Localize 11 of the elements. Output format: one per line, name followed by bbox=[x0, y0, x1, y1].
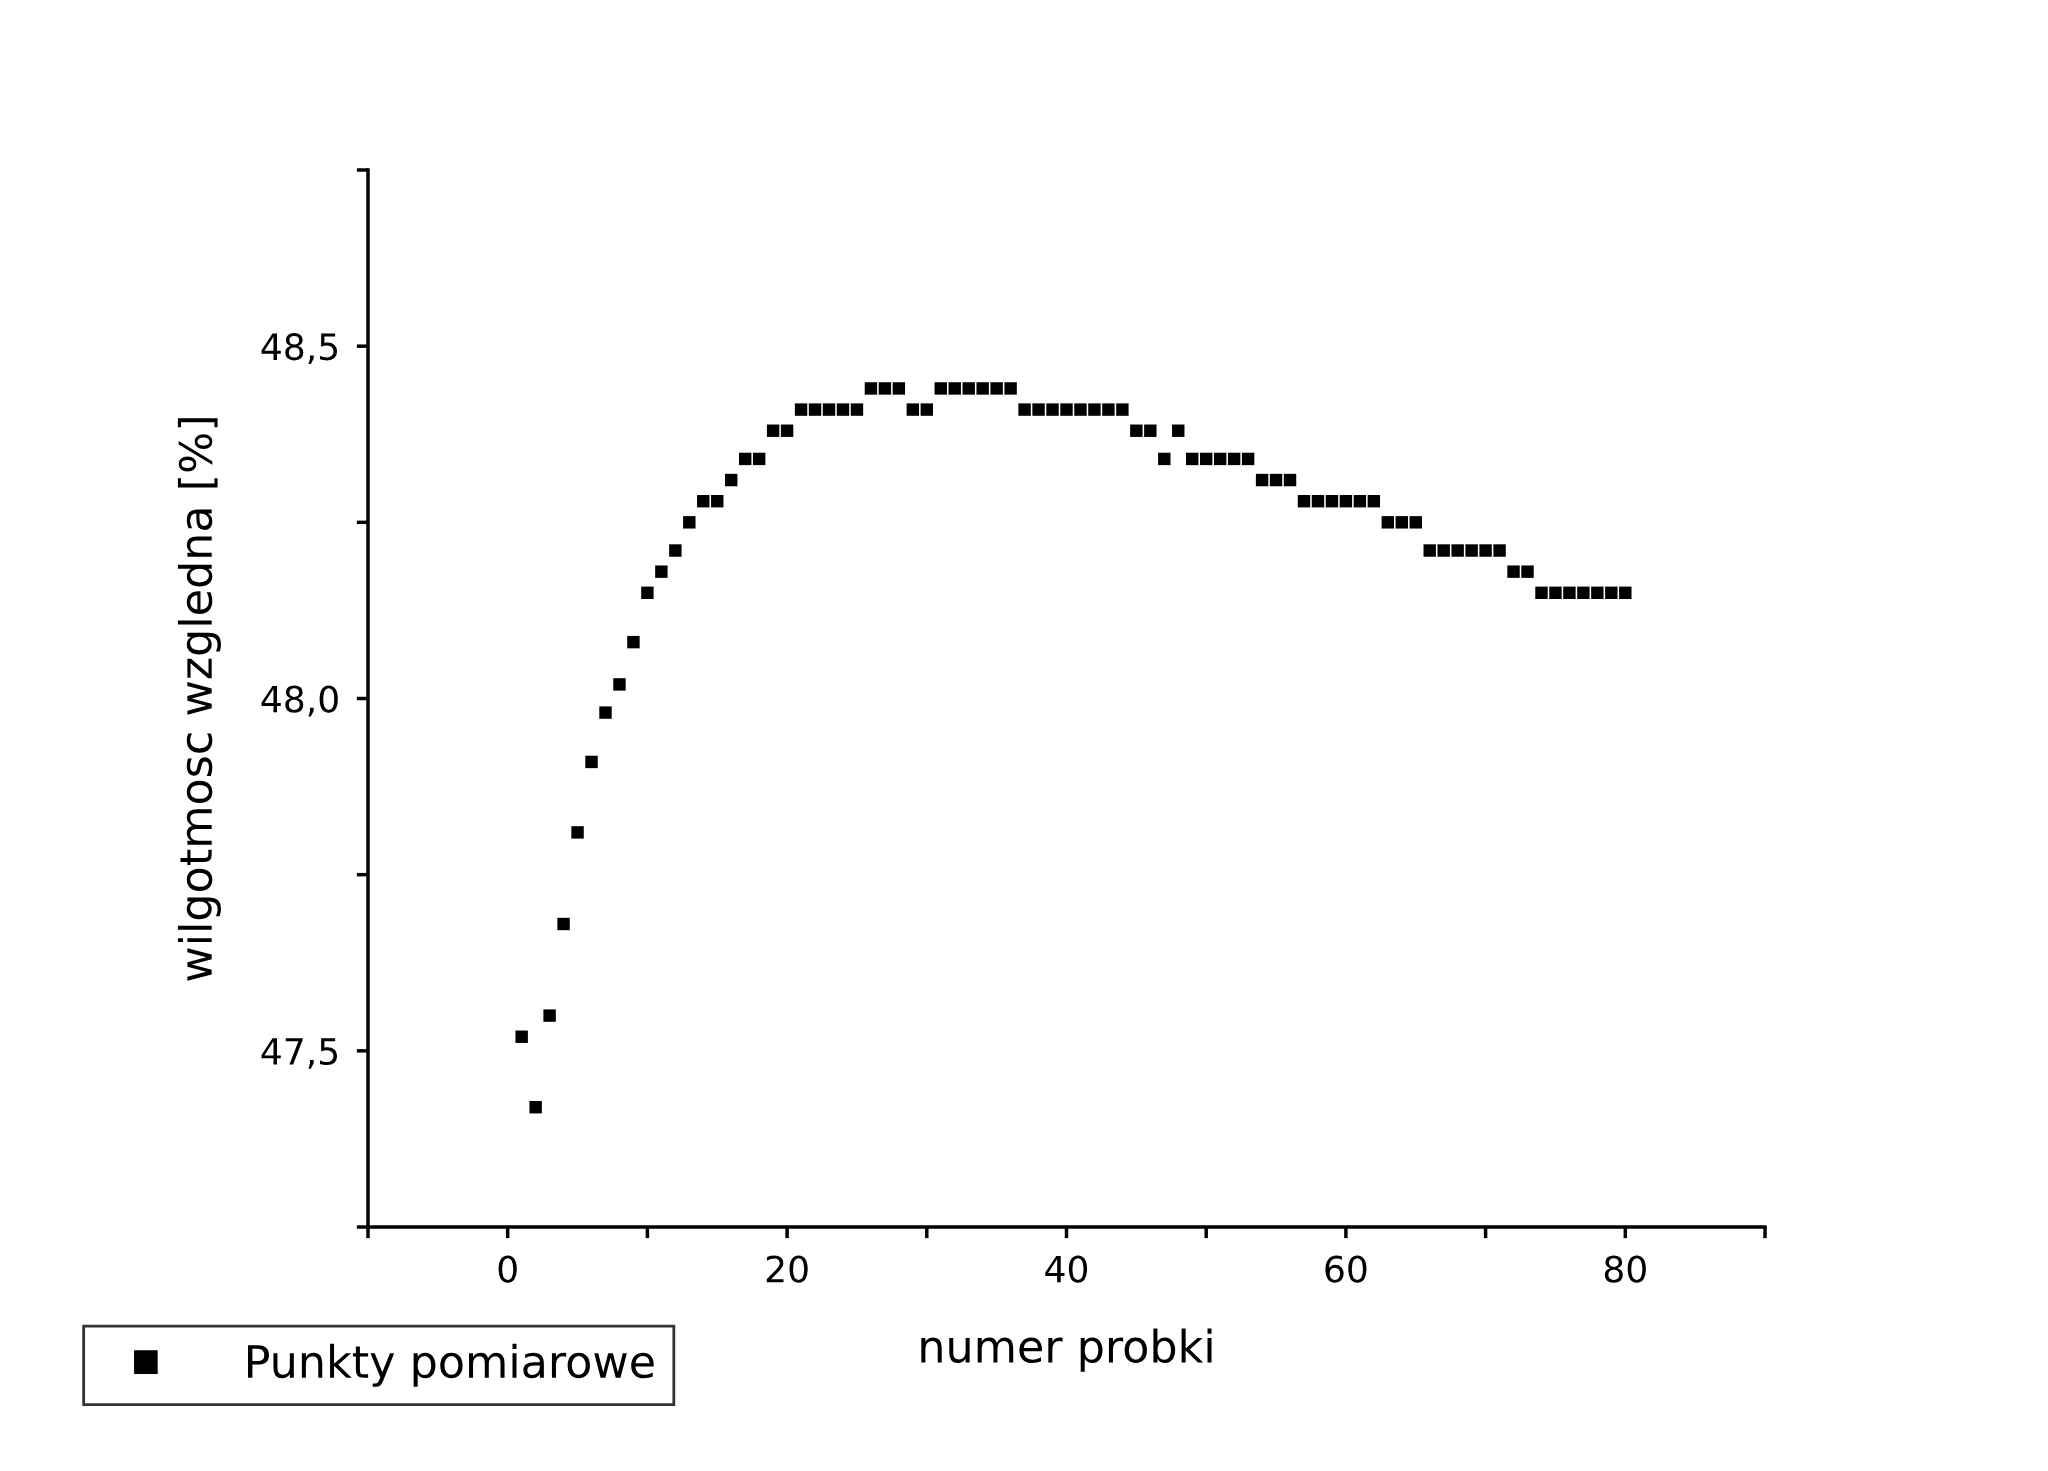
x-tick-label: 60 bbox=[1325, 1255, 1367, 1283]
x-tick-label: 0 bbox=[498, 1255, 517, 1283]
y-axis-title: wilgotmosc wzgledna [%] bbox=[177, 418, 221, 981]
x-axis-title: numer probki bbox=[921, 1328, 1212, 1372]
y-tick-label: 48,5 bbox=[261, 333, 338, 365]
y-tick-label: 47,5 bbox=[261, 1038, 338, 1069]
legend-label: Punkty pomiarowe bbox=[248, 1343, 654, 1387]
y-tick-label: 48,0 bbox=[261, 685, 338, 717]
x-tick-label: 40 bbox=[1045, 1255, 1088, 1283]
x-tick-label: 80 bbox=[1604, 1255, 1646, 1283]
x-tick-label: 20 bbox=[766, 1255, 808, 1283]
